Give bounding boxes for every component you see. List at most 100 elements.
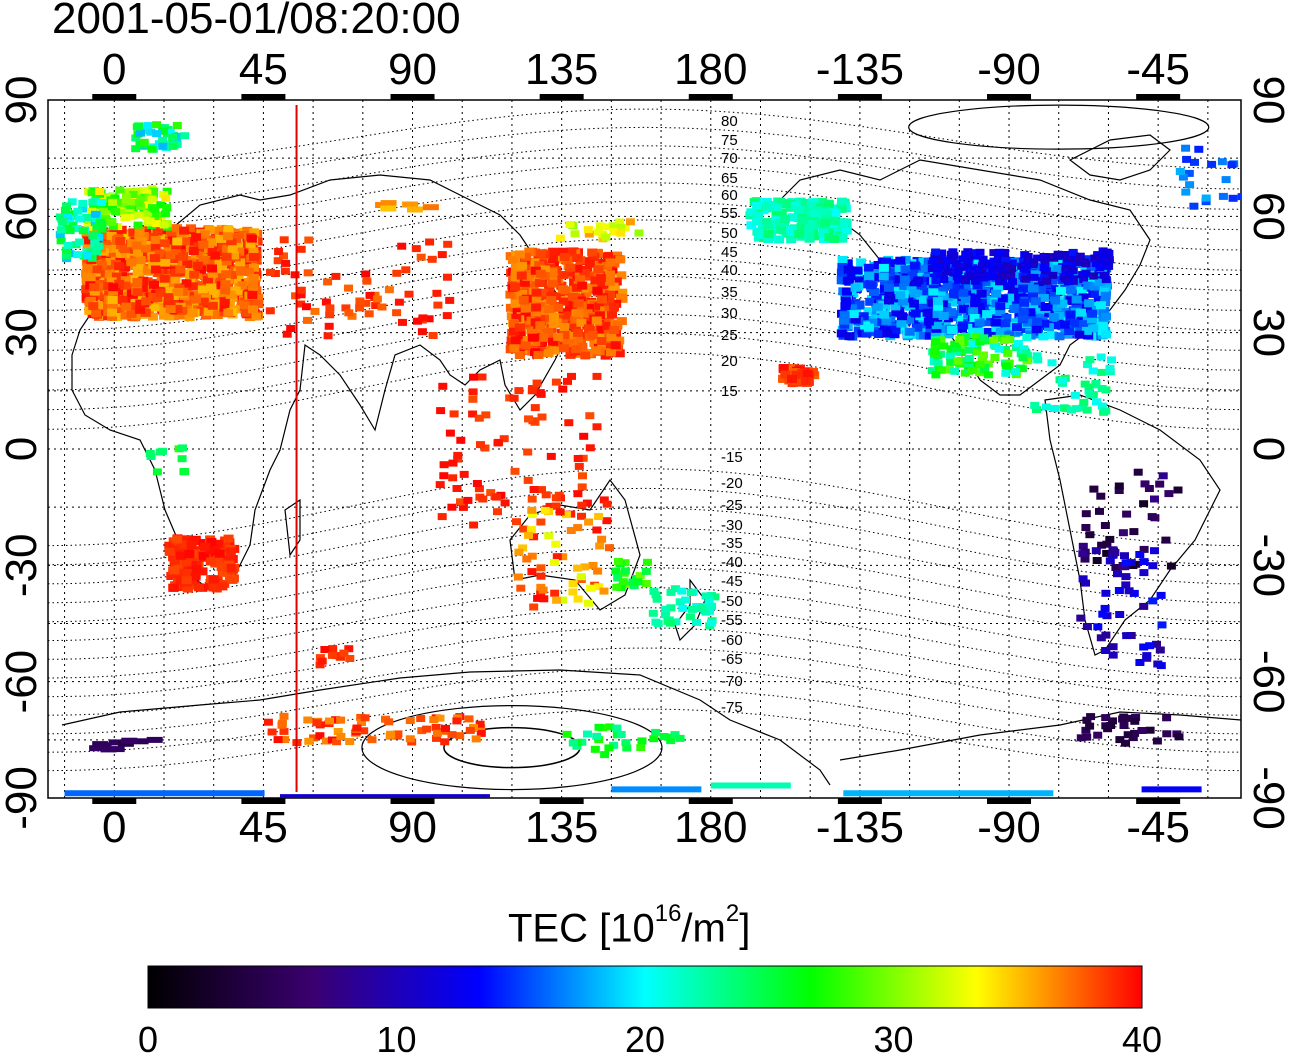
tec-cell: [594, 583, 604, 591]
tec-cell: [83, 243, 94, 251]
tec-cell: [1058, 377, 1067, 384]
lon-tick-mark: [539, 798, 584, 804]
contour-label: -65: [721, 651, 743, 668]
tec-cell: [165, 305, 176, 314]
tec-cell: [168, 133, 178, 141]
tec-cell: [1059, 320, 1070, 329]
tec-cell: [616, 229, 626, 237]
tec-cell: [930, 348, 940, 356]
tec-cell: [231, 234, 242, 243]
tec-cell: [135, 256, 146, 265]
tec-cell: [1099, 257, 1109, 265]
tec-cell: [858, 312, 869, 321]
tec-cell: [688, 605, 697, 613]
tec-cell: [296, 245, 306, 253]
tec-cell: [559, 323, 570, 331]
tec-cell: [1061, 405, 1071, 413]
tec-cell: [614, 336, 625, 345]
tec-cell: [161, 210, 171, 218]
tec-cell: [205, 545, 216, 554]
lat-tick-left: -90: [0, 766, 46, 830]
tec-cell: [989, 249, 999, 257]
tec-cell: [1083, 331, 1094, 340]
tec-cell: [1085, 531, 1095, 539]
tec-cell: [520, 341, 531, 350]
tec-cell: [602, 500, 612, 508]
tec-cell: [116, 250, 127, 259]
tec-cell: [958, 270, 969, 279]
tec-cell: [168, 583, 179, 592]
tec-cell: [1019, 298, 1030, 307]
tec-cell: [1076, 286, 1087, 295]
tec-cell: [304, 236, 314, 244]
tec-cell: [1166, 562, 1176, 570]
tec-cell: [871, 294, 882, 303]
colorbar-title-main: TEC [10: [508, 906, 655, 951]
tec-cell: [790, 201, 801, 210]
tec-cell: [1129, 589, 1139, 597]
tec-cell: [1218, 192, 1228, 200]
tec-cell: [63, 241, 73, 249]
tec-cell: [608, 222, 618, 230]
tec-cell: [895, 256, 906, 265]
tec-cell: [440, 738, 450, 746]
tec-cell: [837, 197, 847, 206]
tec-cell: [1029, 273, 1039, 281]
tec-cell: [126, 309, 137, 318]
tec-cell: [946, 345, 956, 353]
tec-cell: [535, 269, 546, 278]
tec-cell: [229, 251, 239, 260]
lon-tick-top: 0: [102, 45, 126, 94]
tec-cell: [183, 584, 194, 593]
tec-cell: [837, 256, 848, 264]
tec-cell: [1013, 340, 1023, 347]
tec-cell: [577, 342, 588, 351]
tec-cell: [995, 308, 1006, 316]
tec-cell: [218, 568, 229, 577]
lon-tick-mark: [837, 798, 882, 804]
tec-cell: [141, 297, 152, 306]
tec-cell: [1001, 369, 1011, 377]
tec-cell: [609, 302, 619, 311]
tec-cell: [930, 343, 940, 351]
tec-cell: [1120, 552, 1129, 560]
tec-cell: [908, 299, 919, 308]
tec-cell: [641, 580, 651, 587]
tec-cell: [616, 271, 627, 280]
tec-cell: [1011, 368, 1020, 376]
tec-cell: [555, 337, 566, 345]
tec-cell: [1061, 263, 1071, 271]
tec-cell: [591, 316, 602, 325]
tec-cell: [148, 312, 158, 321]
tec-cell: [187, 309, 198, 318]
tec-cell: [1184, 169, 1194, 177]
lon-tick-top: -135: [816, 45, 904, 94]
tec-cell: [219, 297, 230, 306]
tec-cell: [958, 288, 969, 297]
tec-cell: [549, 559, 559, 566]
tec-cell: [206, 283, 217, 292]
tec-cell: [178, 444, 187, 452]
tec-cell: [1237, 193, 1241, 201]
tec-cell: [392, 269, 402, 277]
tec-cell: [135, 299, 146, 308]
tec-cell: [1035, 286, 1046, 295]
tec-cell: [68, 221, 78, 229]
tec-cell: [573, 564, 583, 572]
tec-cell: [437, 513, 447, 521]
tec-cell: [969, 273, 979, 280]
tec-cell: [666, 588, 676, 596]
tec-cell: [1087, 315, 1097, 324]
tec-cell: [217, 582, 228, 591]
tec-cell: [315, 732, 325, 740]
tec-cell: [1095, 264, 1105, 272]
tec-cell: [99, 302, 110, 311]
tec-cell: [852, 266, 863, 275]
tec-cell: [189, 270, 200, 279]
tec-cell: [166, 572, 177, 580]
tec-cell: [186, 540, 197, 549]
contour-line: [48, 487, 1241, 566]
tec-cell: [1068, 277, 1078, 285]
tec-cell: [573, 455, 583, 462]
tec-cell: [176, 232, 187, 241]
